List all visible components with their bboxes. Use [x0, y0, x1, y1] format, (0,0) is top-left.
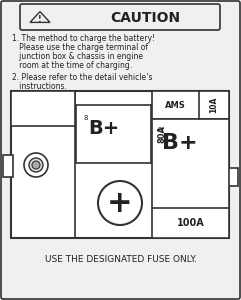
Text: 2. Please refer to the detail vehicle’s: 2. Please refer to the detail vehicle’s	[12, 73, 153, 82]
Text: CAUTION: CAUTION	[110, 11, 180, 25]
Text: 10A: 10A	[209, 97, 219, 113]
Circle shape	[32, 161, 40, 169]
Bar	[228, 168, 238, 186]
Text: +: +	[107, 190, 133, 218]
Bar	[152, 91, 229, 119]
Bar	[3, 155, 13, 177]
Circle shape	[24, 153, 48, 177]
Text: 8: 8	[84, 115, 88, 121]
Circle shape	[98, 181, 142, 225]
Text: B+: B+	[88, 119, 119, 138]
Bar	[11, 91, 75, 126]
Text: junction box & chassis in engine: junction box & chassis in engine	[12, 52, 143, 61]
Text: 1. The method to charge the battery!: 1. The method to charge the battery!	[12, 34, 155, 43]
Text: 80A: 80A	[158, 125, 167, 143]
Text: room at the time of charging.: room at the time of charging.	[12, 61, 132, 70]
Text: AMS: AMS	[165, 100, 185, 109]
Text: !: !	[38, 14, 42, 23]
Text: B+: B+	[162, 133, 198, 153]
Text: Please use the charge terminal of: Please use the charge terminal of	[12, 43, 148, 52]
Text: 100A: 100A	[177, 218, 204, 228]
Bar	[11, 91, 229, 238]
Text: instructions.: instructions.	[12, 82, 67, 91]
Bar	[76, 105, 173, 163]
FancyBboxPatch shape	[20, 4, 220, 30]
Polygon shape	[30, 12, 50, 22]
Circle shape	[29, 158, 43, 172]
Text: USE THE DESIGNATED FUSE ONLY.: USE THE DESIGNATED FUSE ONLY.	[45, 256, 196, 265]
Text: 9: 9	[158, 127, 162, 133]
Bar	[152, 119, 229, 238]
